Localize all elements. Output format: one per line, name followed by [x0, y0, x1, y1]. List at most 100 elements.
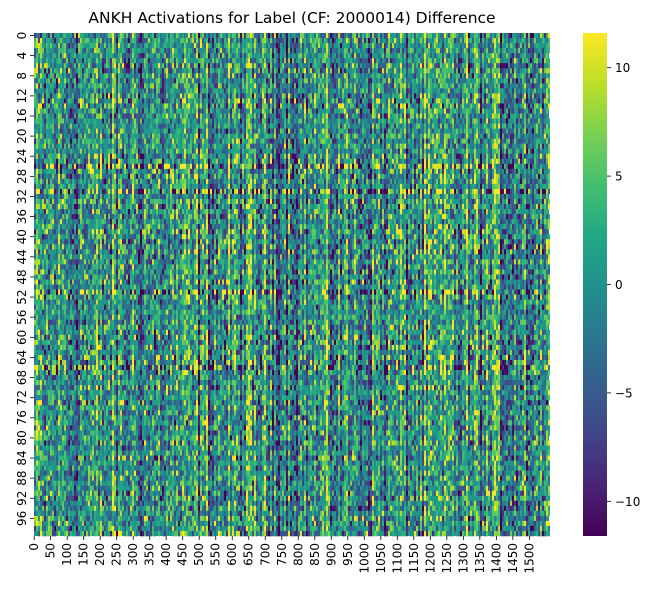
- heatmap-cell: [524, 124, 526, 129]
- heatmap-cell: [384, 83, 386, 88]
- heatmap-cell: [430, 53, 432, 58]
- heatmap-cell: [118, 144, 120, 149]
- heatmap-cell: [450, 48, 452, 53]
- heatmap-cell: [42, 38, 44, 43]
- heatmap-cell: [48, 78, 50, 83]
- heatmap-cell: [512, 113, 514, 118]
- heatmap-cell: [318, 83, 320, 88]
- heatmap-cell: [186, 119, 188, 124]
- heatmap-cell: [516, 139, 518, 144]
- heatmap-cell: [170, 43, 172, 48]
- heatmap-cell: [286, 129, 288, 134]
- heatmap-cell: [140, 129, 142, 134]
- heatmap-cell: [466, 53, 468, 58]
- heatmap-cell: [362, 78, 364, 83]
- heatmap-cell: [200, 98, 202, 103]
- heatmap-cell: [92, 108, 94, 113]
- heatmap-cell: [148, 38, 150, 43]
- heatmap-cell: [516, 48, 518, 53]
- heatmap-cell: [320, 33, 322, 38]
- heatmap-cell: [166, 38, 168, 43]
- heatmap-cell: [288, 38, 290, 43]
- heatmap-cell: [146, 48, 148, 53]
- heatmap-cell: [82, 38, 84, 43]
- heatmap-cell: [434, 83, 436, 88]
- heatmap-cell: [354, 93, 356, 98]
- heatmap-cell: [168, 88, 170, 93]
- heatmap-cell: [474, 53, 476, 58]
- heatmap-cell: [498, 108, 500, 113]
- heatmap-cell: [440, 134, 442, 139]
- heatmap-cell: [218, 63, 220, 68]
- heatmap-cell: [422, 113, 424, 118]
- heatmap-cell: [342, 78, 344, 83]
- heatmap-cell: [346, 38, 348, 43]
- heatmap-cell: [264, 98, 266, 103]
- heatmap-cell: [68, 108, 70, 113]
- heatmap-cell: [398, 119, 400, 124]
- heatmap-cell: [140, 68, 142, 73]
- heatmap-cell: [76, 43, 78, 48]
- heatmap-cell: [90, 134, 92, 139]
- heatmap-cell: [94, 108, 96, 113]
- heatmap-cell: [172, 119, 174, 124]
- heatmap-cell: [534, 119, 536, 124]
- heatmap-cell: [500, 63, 502, 68]
- heatmap-cell: [514, 88, 516, 93]
- heatmap-cell: [362, 33, 364, 38]
- heatmap-cell: [534, 108, 536, 113]
- heatmap-cell: [514, 78, 516, 83]
- heatmap-cell: [38, 144, 40, 149]
- heatmap-cell: [348, 48, 350, 53]
- heatmap-cell: [116, 33, 118, 38]
- heatmap-cell: [78, 134, 80, 139]
- heatmap-cell: [494, 113, 496, 118]
- heatmap-cell: [38, 33, 40, 38]
- heatmap-cell: [232, 108, 234, 113]
- heatmap-cell: [364, 124, 366, 129]
- heatmap-cell: [232, 53, 234, 58]
- heatmap-cell: [424, 108, 426, 113]
- heatmap-cell: [418, 98, 420, 103]
- heatmap-cell: [274, 124, 276, 129]
- heatmap-cell: [372, 63, 374, 68]
- heatmap-cell: [420, 134, 422, 139]
- heatmap-cell: [216, 98, 218, 103]
- heatmap-cell: [90, 38, 92, 43]
- heatmap-cell: [534, 98, 536, 103]
- heatmap-cell: [238, 38, 240, 43]
- heatmap-cell: [116, 129, 118, 134]
- heatmap-cell: [186, 103, 188, 108]
- heatmap-cell: [398, 134, 400, 139]
- heatmap-cell: [158, 134, 160, 139]
- heatmap-cell: [190, 43, 192, 48]
- heatmap-cell: [406, 119, 408, 124]
- heatmap-cell: [66, 58, 68, 63]
- heatmap-cell: [518, 53, 520, 58]
- heatmap-cell: [480, 73, 482, 78]
- heatmap-cell: [84, 144, 86, 149]
- heatmap-cell: [294, 119, 296, 124]
- heatmap-cell: [392, 129, 394, 134]
- heatmap-cell: [58, 38, 60, 43]
- heatmap-cell: [140, 33, 142, 38]
- heatmap-cell: [162, 139, 164, 144]
- heatmap-cell: [226, 43, 228, 48]
- heatmap-cell: [540, 113, 542, 118]
- heatmap-cell: [268, 48, 270, 53]
- heatmap-cell: [332, 98, 334, 103]
- heatmap-cell: [470, 83, 472, 88]
- heatmap-cell: [94, 134, 96, 139]
- heatmap-cell: [44, 98, 46, 103]
- heatmap-cell: [122, 139, 124, 144]
- heatmap-cell: [108, 43, 110, 48]
- heatmap-cell: [426, 38, 428, 43]
- heatmap-cell: [536, 93, 538, 98]
- heatmap-cell: [360, 53, 362, 58]
- heatmap-cell: [480, 83, 482, 88]
- heatmap-cell: [348, 33, 350, 38]
- heatmap-cell: [118, 113, 120, 118]
- heatmap-cell: [242, 144, 244, 149]
- heatmap-cell: [128, 98, 130, 103]
- heatmap-cell: [336, 53, 338, 58]
